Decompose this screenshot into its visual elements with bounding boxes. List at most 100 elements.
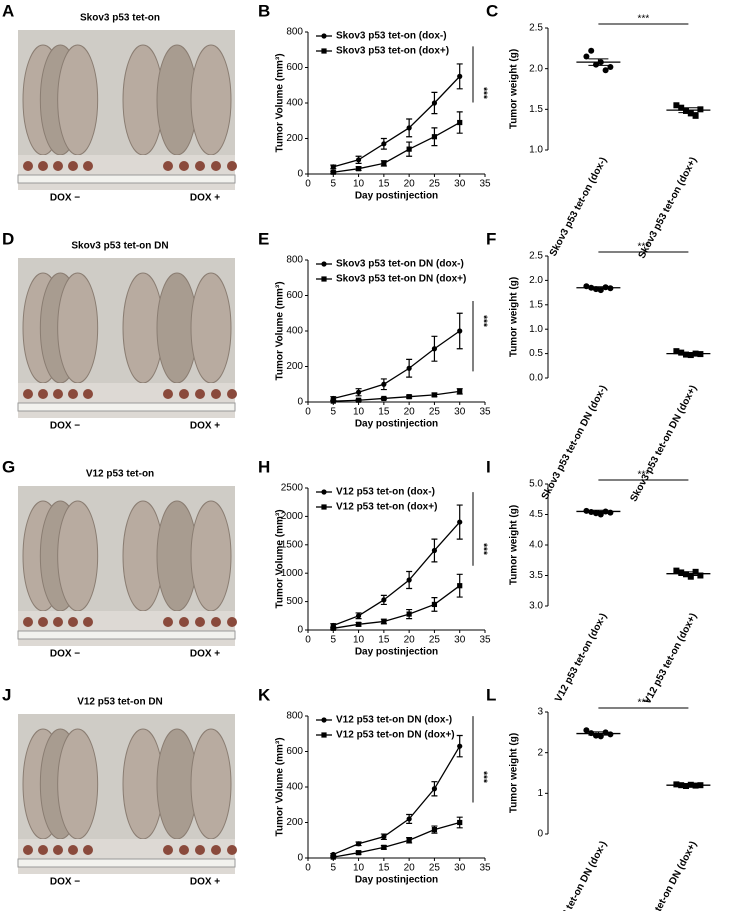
legend-label: Skov3 p53 tet-on (dox-) — [336, 31, 447, 42]
marker — [692, 112, 699, 119]
y-tick-label: 0 — [297, 397, 303, 408]
marker — [588, 47, 595, 54]
series-line — [333, 75, 461, 168]
legend-marker — [321, 489, 327, 495]
y-axis-label: Tumor weight (g) — [509, 733, 520, 813]
x-axis-label: Day postinjection — [355, 191, 438, 202]
x-tick-label: 20 — [404, 635, 416, 646]
y-tick-label: 400 — [286, 326, 303, 337]
tumor — [227, 389, 237, 399]
marker — [673, 348, 680, 355]
legend-label: Skov3 p53 tet-on (dox+) — [336, 46, 449, 57]
legend-marker — [321, 276, 327, 282]
series-line — [333, 330, 461, 400]
legend-marker — [321, 261, 327, 267]
x-tick-label: V12 p53 tet-on DN (dox+) — [634, 839, 699, 911]
marker — [431, 134, 438, 140]
panel-letter: E — [258, 229, 269, 248]
error-bar — [588, 58, 609, 66]
panel-letter: J — [2, 685, 11, 704]
tumor — [68, 617, 78, 627]
tumor — [38, 845, 48, 855]
x-tick-label: 10 — [353, 407, 365, 418]
x-tick-label: 15 — [378, 407, 390, 418]
tumor — [53, 161, 63, 171]
tumor — [211, 617, 221, 627]
marker — [330, 854, 336, 860]
y-tick-label: 4.5 — [529, 509, 543, 520]
x-tick-label: 15 — [378, 863, 390, 874]
x-tick-label: 25 — [429, 863, 441, 874]
photo-label: DOX + — [190, 877, 220, 888]
error-bar — [588, 731, 609, 736]
marker — [457, 328, 463, 334]
panel-letter: F — [486, 229, 496, 248]
marker — [381, 160, 387, 166]
marker — [593, 61, 599, 68]
legend-marker — [321, 48, 327, 54]
legend-label: Skov3 p53 tet-on DN (dox+) — [336, 274, 466, 285]
y-tick-label: 0 — [297, 853, 303, 864]
marker — [431, 547, 438, 554]
marker — [406, 365, 412, 371]
significance: *** — [477, 543, 488, 555]
y-tick-label: 2000 — [281, 511, 304, 522]
y-tick-label: 1 — [537, 788, 543, 799]
marker — [607, 64, 614, 71]
marker — [678, 569, 685, 576]
photo-label: DOX + — [190, 193, 220, 204]
tumor — [83, 161, 93, 171]
marker — [355, 157, 362, 163]
legend-label: V12 p53 tet-on (dox-) — [336, 487, 435, 498]
y-tick-label: 800 — [286, 27, 303, 38]
tumor — [163, 389, 173, 399]
significance: *** — [477, 87, 488, 99]
panel-letter: C — [486, 1, 498, 20]
y-axis-label: Tumor Volume (mm³) — [275, 281, 286, 380]
ruler — [17, 402, 236, 412]
legend-marker — [321, 33, 327, 39]
x-tick-label: 10 — [353, 863, 365, 874]
ruler — [17, 174, 236, 184]
x-tick-label: V12 p53 tet-on (dox+) — [642, 611, 699, 706]
tumor — [23, 389, 33, 399]
y-axis-label: Tumor Volume (mm³) — [275, 509, 286, 608]
marker — [431, 392, 438, 398]
x-tick-label: Skov3 p53 tet-on DN (dox+) — [628, 383, 699, 503]
significance: *** — [638, 698, 650, 709]
y-tick-label: 600 — [286, 746, 303, 757]
y-tick-label: 5.0 — [529, 479, 543, 490]
tumor — [53, 617, 63, 627]
mouse — [190, 500, 232, 612]
marker — [330, 398, 336, 404]
panel-letter: D — [2, 229, 14, 248]
series-line — [333, 390, 460, 402]
y-tick-label: 500 — [286, 596, 303, 607]
tumor — [179, 161, 189, 171]
marker — [683, 107, 689, 114]
x-tick-label: 25 — [429, 407, 441, 418]
significance: *** — [638, 14, 650, 25]
tumor — [38, 389, 48, 399]
x-tick-label: Skov3 p53 tet-on DN (dox-) — [540, 383, 610, 501]
marker — [406, 611, 412, 617]
series-line — [333, 821, 460, 858]
y-tick-label: 200 — [286, 133, 303, 144]
marker — [431, 346, 438, 352]
tumor — [179, 389, 189, 399]
tumor — [195, 161, 205, 171]
y-tick-label: 0 — [537, 829, 543, 840]
series-line — [333, 521, 461, 627]
tumor — [38, 161, 48, 171]
panel-letter: G — [2, 457, 15, 476]
x-tick-label: 35 — [479, 863, 491, 874]
error-bar — [588, 509, 609, 514]
legend-marker — [321, 732, 327, 738]
x-tick-label: 30 — [454, 179, 466, 190]
tumor — [227, 161, 237, 171]
marker — [381, 141, 387, 147]
mouse — [57, 44, 99, 156]
marker — [431, 100, 438, 106]
y-tick-label: 1000 — [281, 568, 304, 579]
x-tick-label: 30 — [454, 863, 466, 874]
